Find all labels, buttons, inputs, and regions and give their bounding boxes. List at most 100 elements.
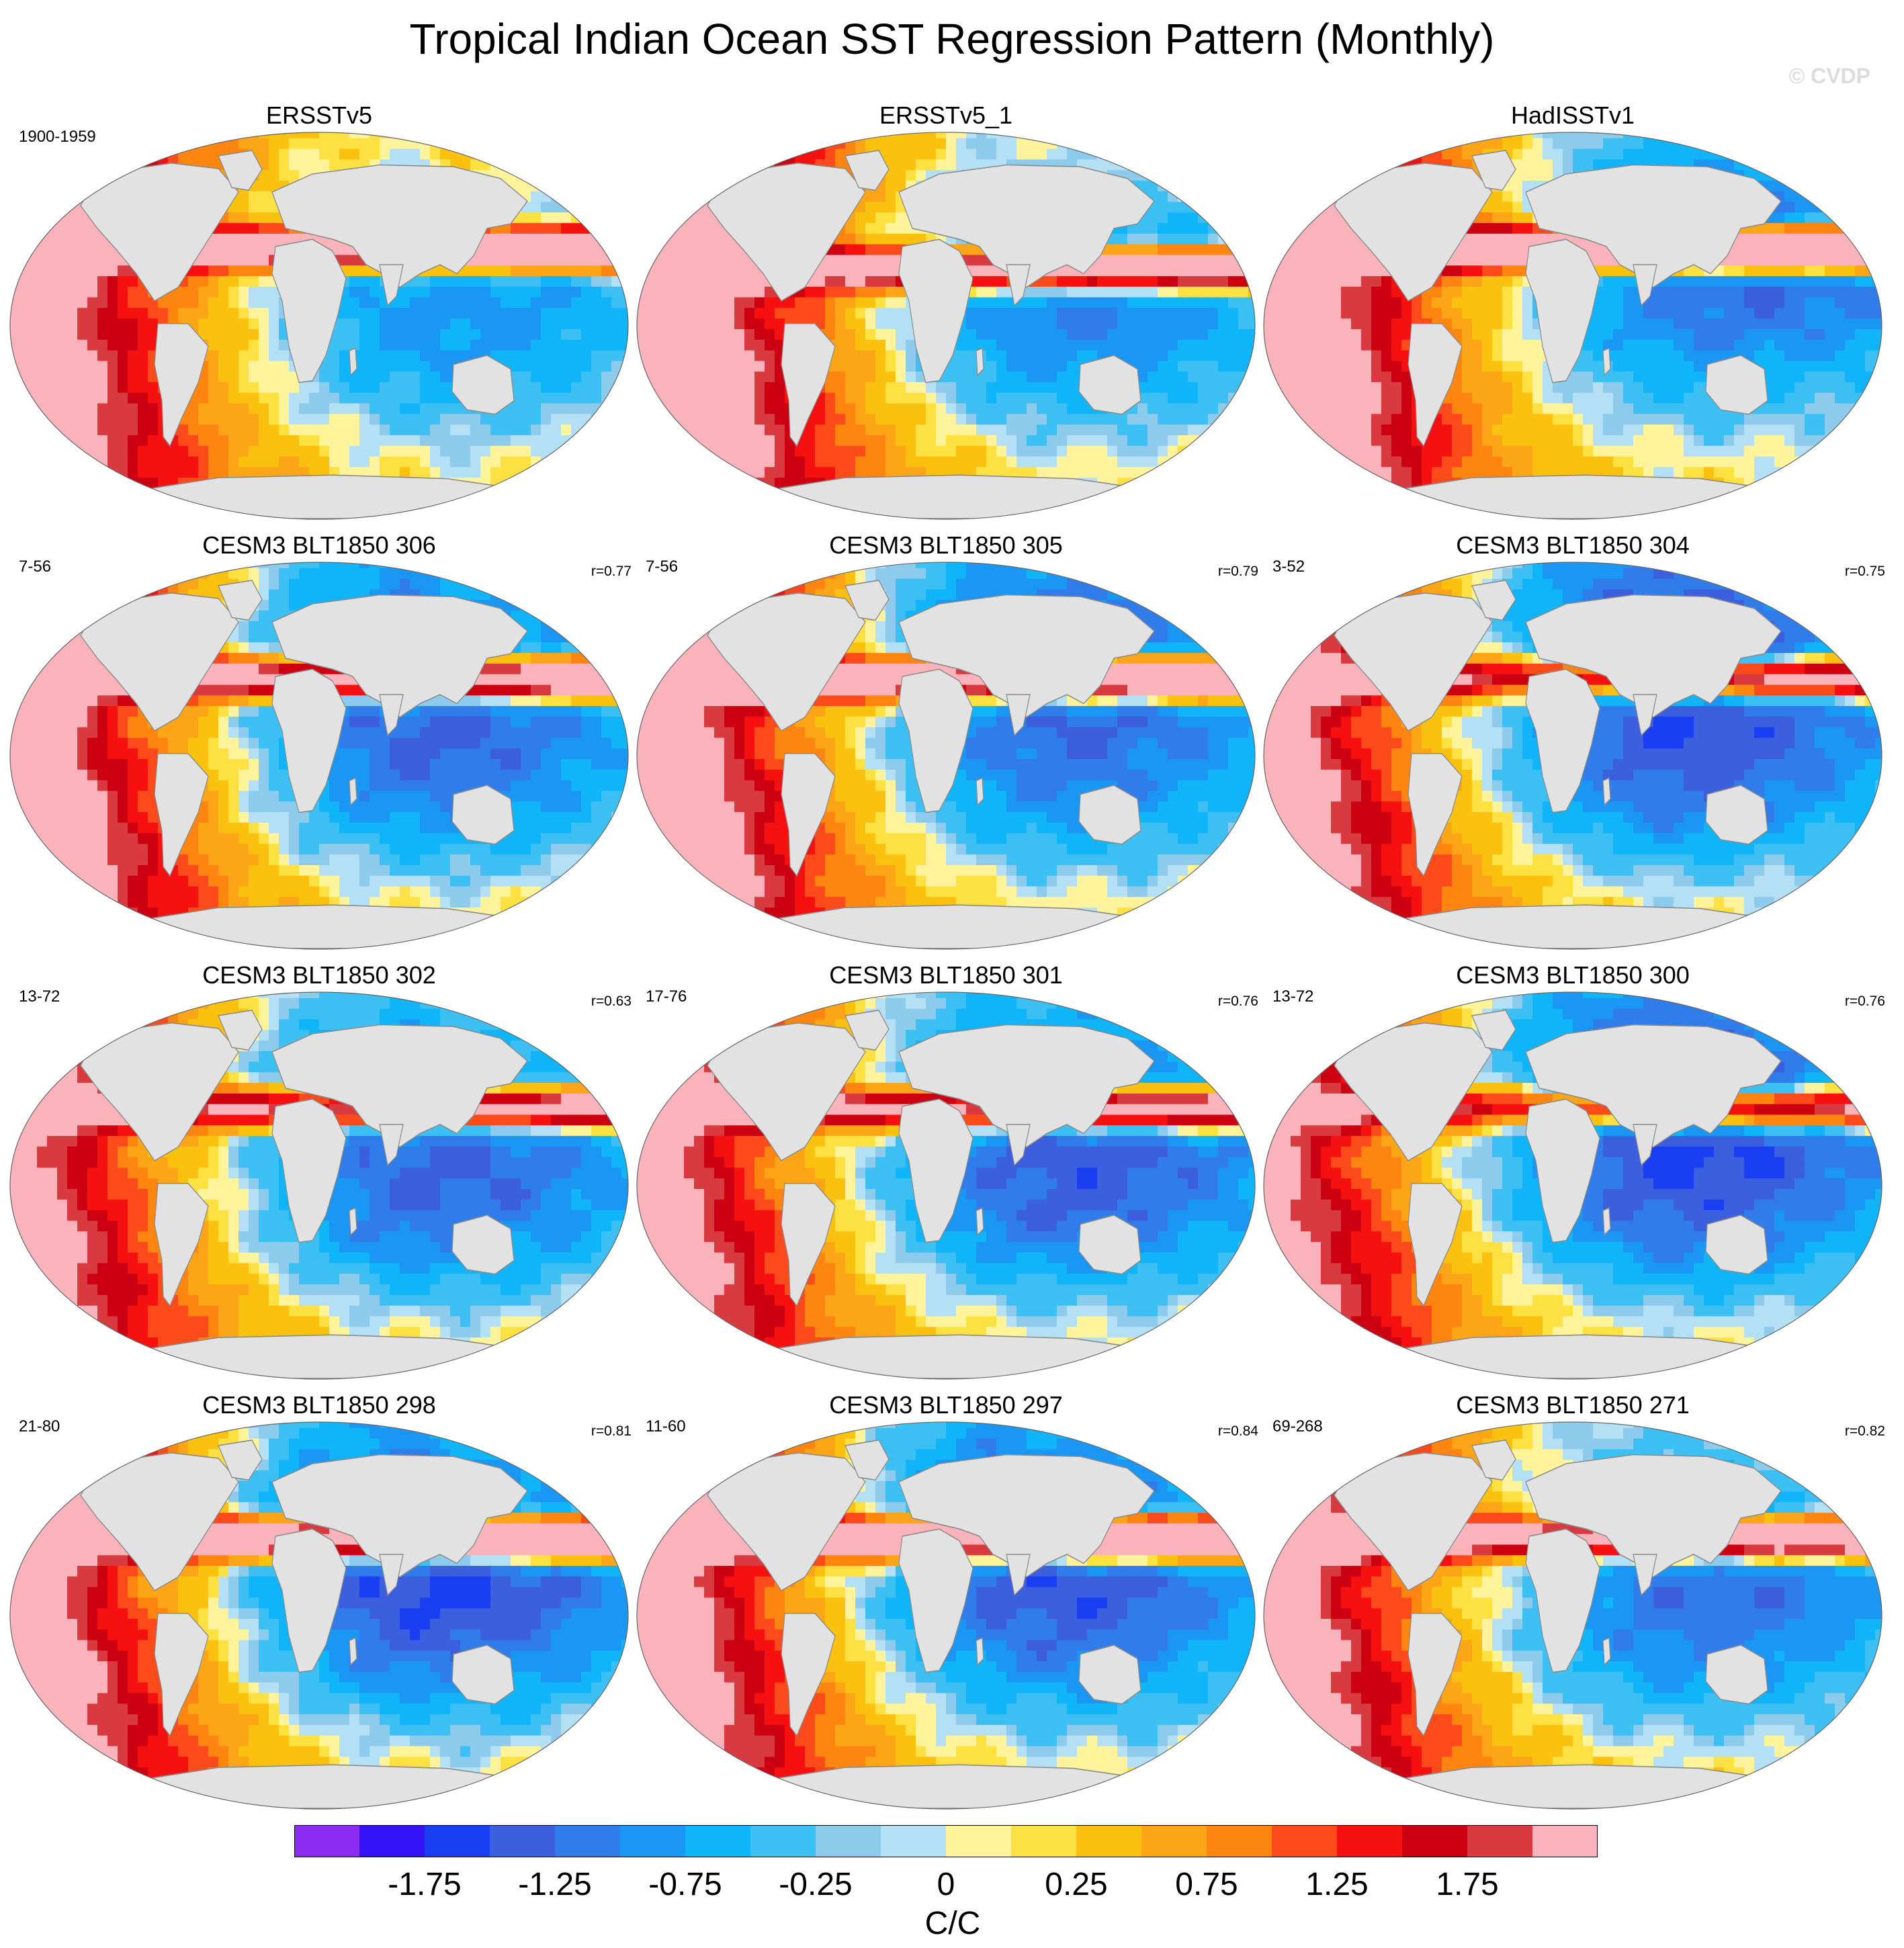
panel-year-range: 11-60 <box>646 1417 686 1436</box>
robinson-map <box>636 991 1256 1380</box>
map-panel: ERSSTv5_1 <box>634 101 1258 531</box>
panel-year-range: 21-80 <box>19 1417 60 1436</box>
colorbar-tick-label: 1.25 <box>1305 1866 1368 1904</box>
colorbar-tick-label: 0.25 <box>1045 1866 1107 1904</box>
robinson-map <box>9 132 629 520</box>
colorbar-swatch <box>555 1825 621 1857</box>
panel-title: CESM3 BLT1850 304 <box>1260 531 1885 560</box>
map-panel: ERSSTv5 1900-1959 <box>7 101 632 531</box>
sst-field <box>637 562 1255 949</box>
panel-year-range: 3-52 <box>1272 558 1305 576</box>
map-panel: CESM3 BLT1850 300 13-72 r=0.76 <box>1260 961 1885 1390</box>
panel-year-range: 13-72 <box>19 987 60 1006</box>
panel-title: CESM3 BLT1850 301 <box>634 961 1258 990</box>
sst-field <box>10 132 628 519</box>
panel-pattern-correlation: r=0.75 <box>1845 563 1885 580</box>
colorbar <box>294 1825 1598 1857</box>
colorbar-tick-label: -1.75 <box>388 1866 461 1904</box>
colorbar-swatch <box>1076 1825 1142 1857</box>
sst-field <box>637 132 1255 519</box>
sst-field <box>1264 132 1882 519</box>
colorbar-swatch <box>620 1825 686 1857</box>
sst-field <box>10 1422 628 1809</box>
robinson-map <box>1263 562 1883 950</box>
robinson-map <box>636 132 1256 520</box>
panel-title: CESM3 BLT1850 297 <box>634 1390 1258 1420</box>
map-panel: CESM3 BLT1850 301 17-76 r=0.76 <box>634 961 1258 1390</box>
map-outline <box>636 991 1256 1380</box>
colorbar-swatch <box>1402 1825 1468 1857</box>
map-panel: HadISSTv1 <box>1260 101 1885 531</box>
colorbar-swatch <box>359 1825 425 1857</box>
colorbar-swatch <box>750 1825 816 1857</box>
panel-title: ERSSTv5_1 <box>634 101 1258 130</box>
map-panel: CESM3 BLT1850 271 69-268 r=0.82 <box>1260 1390 1885 1820</box>
panel-pattern-correlation: r=0.63 <box>591 993 632 1010</box>
panel-title: CESM3 BLT1850 306 <box>7 531 632 560</box>
colorbar-swatch <box>1337 1825 1403 1857</box>
panel-title: CESM3 BLT1850 302 <box>7 961 632 990</box>
panel-title: ERSSTv5 <box>7 101 632 130</box>
map-outline <box>1263 132 1883 520</box>
map-outline <box>636 132 1256 520</box>
colorbar-swatch <box>685 1825 751 1857</box>
colorbar-tick-label: -0.75 <box>648 1866 722 1904</box>
colorbar-tick-label: -1.25 <box>518 1866 591 1904</box>
panel-pattern-correlation: r=0.82 <box>1845 1423 1885 1440</box>
map-outline <box>636 562 1256 950</box>
colorbar-swatch <box>1011 1825 1077 1857</box>
sst-field <box>1264 562 1882 949</box>
robinson-map <box>9 991 629 1380</box>
map-panel: CESM3 BLT1850 306 7-56 r=0.77 <box>7 531 632 961</box>
panel-title: CESM3 BLT1850 271 <box>1260 1390 1885 1420</box>
map-panel: CESM3 BLT1850 298 21-80 r=0.81 <box>7 1390 632 1820</box>
map-outline <box>9 1421 629 1810</box>
robinson-map <box>1263 132 1883 520</box>
colorbar-swatch <box>294 1825 360 1857</box>
map-outline <box>636 1421 1256 1810</box>
robinson-map <box>1263 991 1883 1380</box>
panel-title: CESM3 BLT1850 300 <box>1260 961 1885 990</box>
map-outline <box>1263 1421 1883 1810</box>
colorbar-swatch <box>490 1825 556 1857</box>
robinson-map <box>636 1421 1256 1810</box>
map-outline <box>1263 562 1883 950</box>
colorbar-swatch <box>816 1825 881 1857</box>
colorbar-tick-label: 0.75 <box>1175 1866 1238 1904</box>
panel-pattern-correlation: r=0.81 <box>591 1423 632 1440</box>
panel-pattern-correlation: r=0.77 <box>591 563 632 580</box>
panel-year-range: 1900-1959 <box>19 128 96 146</box>
panel-pattern-correlation: r=0.79 <box>1218 563 1258 580</box>
robinson-map <box>636 562 1256 950</box>
colorbar-swatch <box>1532 1825 1598 1857</box>
colorbar-tick-label: 0 <box>937 1866 955 1904</box>
map-panel: CESM3 BLT1850 305 7-56 r=0.79 <box>634 531 1258 961</box>
map-outline <box>9 562 629 950</box>
colorbar-swatch <box>425 1825 490 1857</box>
panel-pattern-correlation: r=0.84 <box>1218 1423 1258 1440</box>
colorbar-units: C/C <box>912 1905 993 1943</box>
sst-field <box>10 562 628 949</box>
map-outline <box>1263 991 1883 1380</box>
colorbar-swatch <box>1141 1825 1207 1857</box>
colorbar-frame <box>294 1825 1598 1857</box>
panel-year-range: 69-268 <box>1272 1417 1323 1436</box>
colorbar-tick-label: -0.25 <box>779 1866 852 1904</box>
sst-field <box>637 1422 1255 1809</box>
panel-year-range: 17-76 <box>646 987 687 1006</box>
robinson-map <box>1263 1421 1883 1810</box>
robinson-map <box>9 562 629 950</box>
colorbar-swatch <box>1207 1825 1272 1857</box>
panel-year-range: 13-72 <box>1272 987 1313 1006</box>
panel-title: CESM3 BLT1850 298 <box>7 1390 632 1420</box>
colorbar-swatch <box>1467 1825 1533 1857</box>
cvdp-watermark: © CVDP <box>1789 64 1870 89</box>
map-outline <box>9 991 629 1380</box>
colorbar-tick-label: 1.75 <box>1436 1866 1498 1904</box>
panel-year-range: 7-56 <box>646 558 678 576</box>
colorbar-swatch <box>946 1825 1012 1857</box>
colorbar-swatch <box>1272 1825 1338 1857</box>
panel-title: CESM3 BLT1850 305 <box>634 531 1258 560</box>
map-panel: CESM3 BLT1850 304 3-52 r=0.75 <box>1260 531 1885 961</box>
map-panel: CESM3 BLT1850 302 13-72 r=0.63 <box>7 961 632 1390</box>
